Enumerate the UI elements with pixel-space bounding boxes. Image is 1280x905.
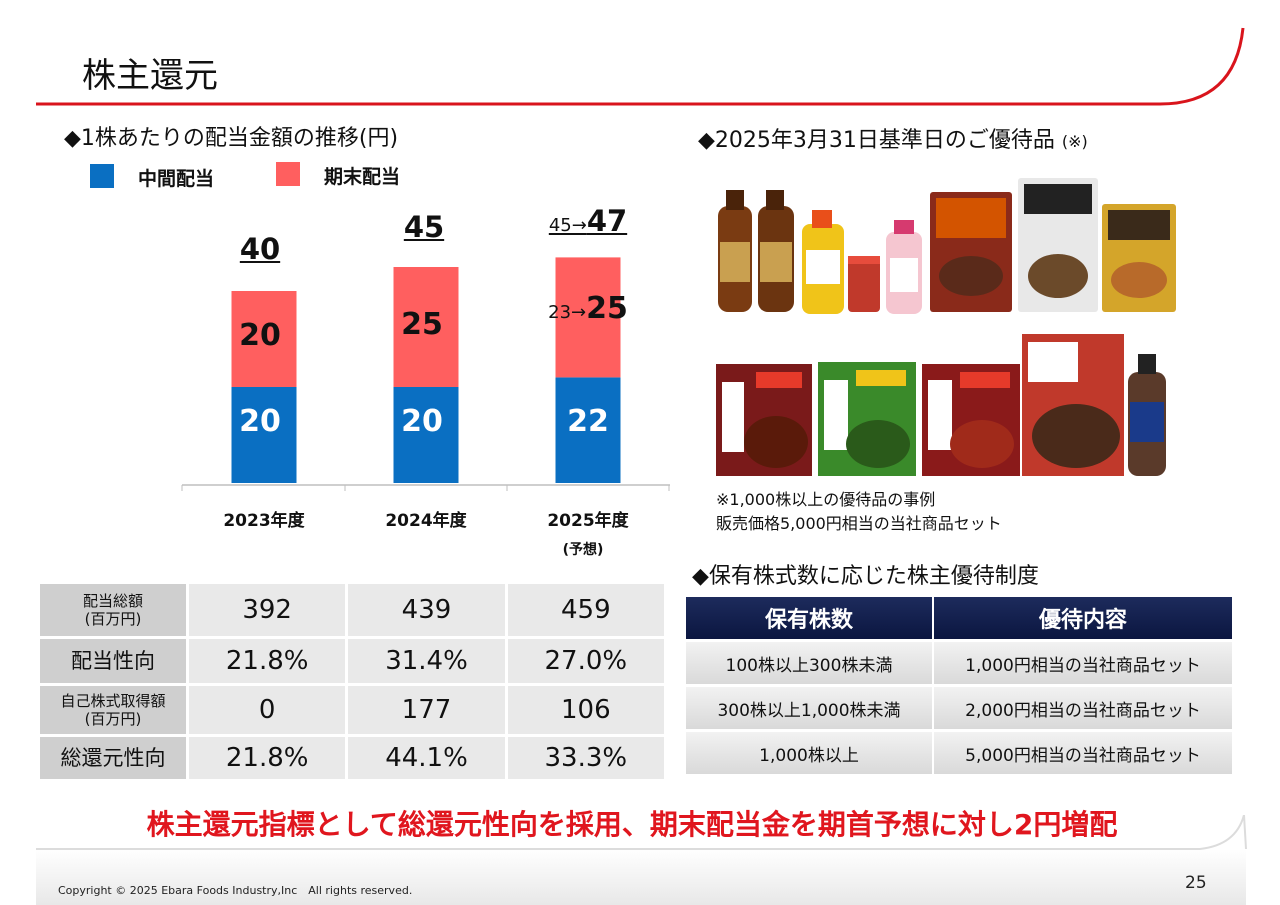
interim-label-2024: 20 bbox=[401, 404, 443, 439]
table-cell: 31.4% bbox=[348, 639, 505, 683]
gift-heading-note: (※) bbox=[1061, 132, 1088, 151]
final-label-2023: 20 bbox=[239, 318, 281, 353]
total-revision-from: 45→ bbox=[548, 215, 587, 236]
table-cell: 27.0% bbox=[507, 639, 664, 683]
page-title: 株主還元 bbox=[82, 56, 218, 96]
gift-note-1: ※1,000株以上の優待品の事例 bbox=[716, 490, 936, 509]
returns-table: 配当総額 (百万円) 392 439 459 配当性向 21.8% 31.4% … bbox=[37, 581, 667, 782]
x-label-2024: 2024年度 bbox=[385, 511, 467, 531]
table-row: 100株以上300株未満 1,000円相当の当社商品セット bbox=[686, 642, 1232, 684]
bar-total-2023: 40 bbox=[239, 232, 281, 266]
bar-final-2 bbox=[393, 267, 459, 387]
table-cell: 177 bbox=[348, 686, 505, 734]
final-label-2024: 25 bbox=[401, 307, 443, 342]
table-cell: 439 bbox=[348, 584, 505, 636]
table-header-row: 保有株数 優待内容 bbox=[686, 597, 1232, 639]
x-label-2025: 2025年度 bbox=[547, 511, 629, 531]
interim-label-2025: 22 bbox=[567, 404, 609, 439]
page-number: 25 bbox=[1185, 873, 1207, 893]
bar-final-3 bbox=[555, 257, 621, 378]
table-row: 1,000株以上 5,000円相当の当社商品セット bbox=[686, 732, 1232, 774]
x-label-note-2025: (予想) bbox=[562, 542, 604, 558]
table-cell: 2,000円相当の当社商品セット bbox=[934, 687, 1232, 729]
table-cell: 106 bbox=[507, 686, 664, 734]
row-label-buyback: 自己株式取得額 (百万円) bbox=[40, 686, 186, 734]
bar-total-2024: 45 bbox=[403, 210, 445, 244]
legend-label-interim: 中間配当 bbox=[138, 168, 215, 190]
table-row: 配当性向 21.8% 31.4% 27.0% bbox=[40, 639, 664, 683]
table-cell: 33.3% bbox=[507, 737, 664, 779]
gift-heading-text: ◆2025年3月31日基準日のご優待品 bbox=[698, 128, 1055, 153]
row-label-total-dividend: 配当総額 (百万円) bbox=[40, 584, 186, 636]
perk-table: 保有株数 優待内容 100株以上300株未満 1,000円相当の当社商品セット … bbox=[684, 594, 1234, 777]
header-rule bbox=[36, 27, 1245, 106]
table-cell: 1,000円相当の当社商品セット bbox=[934, 642, 1232, 684]
table-row: 300株以上1,000株未満 2,000円相当の当社商品セット bbox=[686, 687, 1232, 729]
total-revision-to: 47 bbox=[586, 204, 628, 238]
dividend-heading: ◆1株あたりの配当金額の推移(円) bbox=[64, 126, 399, 151]
footer-band bbox=[36, 815, 1247, 905]
legend-label-final: 期末配当 bbox=[324, 166, 401, 188]
table-cell: 5,000円相当の当社商品セット bbox=[934, 732, 1232, 774]
row-label-total-return: 総還元性向 bbox=[40, 737, 186, 779]
bar-interim-1 bbox=[231, 387, 297, 483]
gift-heading: ◆2025年3月31日基準日のご優待品 (※) bbox=[698, 122, 1088, 154]
row-label-payout-ratio: 配当性向 bbox=[40, 639, 186, 683]
slogan: 株主還元指標として総還元性向を採用、期末配当金を期首予想に対し2円増配 bbox=[146, 808, 1118, 841]
dividend-chart bbox=[181, 257, 670, 491]
table-cell: 100株以上300株未満 bbox=[686, 642, 932, 684]
legend-swatch-interim bbox=[90, 164, 114, 188]
x-label-2023: 2023年度 bbox=[223, 511, 305, 531]
final-revision-to: 25 bbox=[586, 291, 628, 326]
table-cell: 392 bbox=[189, 584, 346, 636]
bar-final-1 bbox=[231, 291, 297, 387]
table-row: 総還元性向 21.8% 44.1% 33.3% bbox=[40, 737, 664, 779]
table-cell: 1,000株以上 bbox=[686, 732, 932, 774]
final-revision-from: 23→ bbox=[548, 302, 587, 323]
perk-header-shares: 保有株数 bbox=[686, 597, 932, 639]
perk-heading: ◆保有株式数に応じた株主優待制度 bbox=[692, 564, 1039, 589]
legend-swatch-final bbox=[276, 162, 300, 186]
table-cell: 300株以上1,000株未満 bbox=[686, 687, 932, 729]
perk-header-benefit: 優待内容 bbox=[934, 597, 1232, 639]
table-cell: 44.1% bbox=[348, 737, 505, 779]
copyright: Copyright © 2025 Ebara Foods Industry,In… bbox=[58, 884, 413, 897]
table-cell: 21.8% bbox=[189, 639, 346, 683]
interim-label-2023: 20 bbox=[239, 404, 281, 439]
table-row: 自己株式取得額 (百万円) 0 177 106 bbox=[40, 686, 664, 734]
bar-interim-2 bbox=[393, 387, 459, 483]
table-cell: 0 bbox=[189, 686, 346, 734]
final-label-2025: 23→25 bbox=[528, 291, 648, 326]
product-photo-sauces bbox=[714, 176, 1180, 318]
product-photo-seasonings bbox=[716, 332, 1170, 478]
bar-interim-3 bbox=[555, 377, 621, 483]
bar-total-2025: 45→47 bbox=[528, 204, 648, 238]
table-cell: 21.8% bbox=[189, 737, 346, 779]
gift-note-2: 販売価格5,000円相当の当社商品セット bbox=[716, 514, 1002, 533]
table-row: 配当総額 (百万円) 392 439 459 bbox=[40, 584, 664, 636]
table-cell: 459 bbox=[507, 584, 664, 636]
